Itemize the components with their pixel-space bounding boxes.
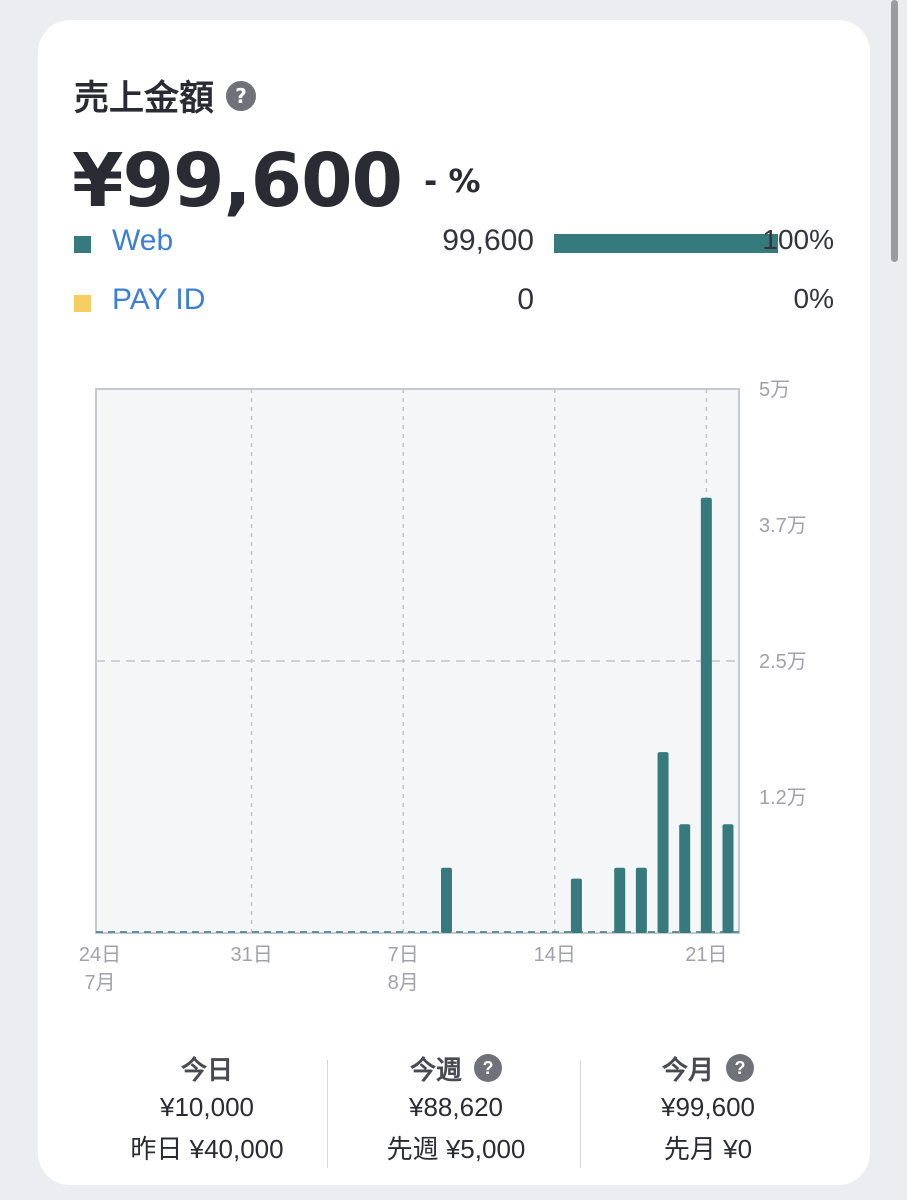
legend-name-payid[interactable]: PAY ID	[112, 283, 206, 316]
x-tick-label: 31日	[230, 944, 272, 966]
legend-name-web[interactable]: Web	[112, 224, 174, 257]
help-icon[interactable]: ?	[226, 80, 257, 111]
y-tick-label: 5万	[759, 379, 790, 401]
stat-week-compare: 先週 ¥5,000	[386, 1134, 526, 1164]
change-percent: - %	[424, 162, 481, 200]
stat-month-value: ¥99,600	[661, 1092, 755, 1122]
share-bar-fill-web	[554, 234, 778, 253]
stat-today-label: 今日	[180, 1054, 233, 1085]
legend-row-payid: PAY ID 0 0%	[74, 283, 834, 323]
stat-week-label: 今週	[409, 1054, 462, 1085]
stat-today-value: ¥10,000	[160, 1092, 254, 1122]
stat-week-value: ¥88,620	[409, 1092, 503, 1122]
legend-value-payid: 0	[517, 283, 534, 316]
share-bar-web	[554, 234, 778, 253]
x-tick-sublabel: 8月	[388, 972, 419, 994]
stat-week-header: 今週 ?	[331, 1050, 581, 1086]
stat-week: 今週 ? ¥88,620 先週 ¥5,000	[331, 1050, 581, 1166]
legend-value-web: 99,600	[442, 224, 534, 257]
legend-percent-web: 100%	[762, 224, 834, 255]
help-icon[interactable]: ?	[726, 1054, 754, 1082]
plot-frame	[95, 388, 740, 934]
x-tick-label: 24日	[79, 944, 121, 966]
total-amount: ¥99,600	[72, 138, 403, 224]
y-tick-label: 2.5万	[759, 651, 807, 673]
title-row: 売上金額 ?	[74, 70, 257, 121]
x-tick-label: 7日	[388, 944, 419, 966]
stat-month-label: 今月	[661, 1054, 714, 1085]
bar	[679, 824, 691, 933]
stat-month: 今月 ? ¥99,600 先月 ¥0	[583, 1050, 833, 1166]
stats-divider	[327, 1060, 328, 1168]
legend-row-web: Web 99,600 100%	[74, 224, 834, 264]
y-tick-label: 1.2万	[759, 787, 807, 809]
bar	[657, 752, 669, 933]
bar	[700, 497, 712, 933]
x-tick-label: 21日	[685, 944, 727, 966]
sales-card: 売上金額 ? ¥99,600 - % Web 99,600 100% PAY I…	[38, 20, 870, 1185]
card-title: 売上金額	[74, 79, 215, 119]
scrollbar[interactable]	[891, 0, 898, 262]
bar	[570, 878, 582, 933]
bar	[440, 867, 452, 933]
stats-divider	[580, 1060, 581, 1168]
stat-today-compare: 昨日 ¥40,000	[130, 1134, 284, 1164]
stat-today-header: 今日	[82, 1050, 332, 1086]
sales-bar-chart: 5万 3.7万 2.5万 1.2万 24日 7月 31日 7日 8月 14日 21日	[79, 379, 807, 994]
total-row: ¥99,600 - %	[72, 138, 481, 224]
help-icon[interactable]: ?	[474, 1054, 502, 1082]
bar	[722, 824, 734, 933]
legend-swatch-payid	[74, 295, 91, 312]
x-tick-label: 14日	[534, 944, 576, 966]
x-tick-sublabel: 7月	[84, 972, 115, 994]
bar	[635, 867, 647, 933]
stats-summary: 今日 ¥10,000 昨日 ¥40,000 今週 ? ¥88,620 先週 ¥5…	[38, 1050, 870, 1180]
bar	[614, 867, 626, 933]
stat-month-header: 今月 ?	[583, 1050, 833, 1086]
stat-month-compare: 先月 ¥0	[663, 1134, 753, 1164]
y-tick-label: 3.7万	[759, 515, 807, 537]
stat-today: 今日 ¥10,000 昨日 ¥40,000	[82, 1050, 332, 1166]
legend-percent-payid: 0%	[793, 283, 834, 314]
legend-swatch-web	[74, 236, 91, 253]
